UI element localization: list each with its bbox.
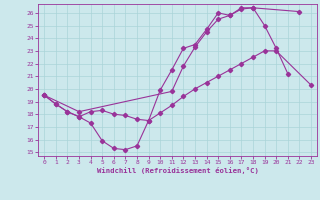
- X-axis label: Windchill (Refroidissement éolien,°C): Windchill (Refroidissement éolien,°C): [97, 167, 259, 174]
